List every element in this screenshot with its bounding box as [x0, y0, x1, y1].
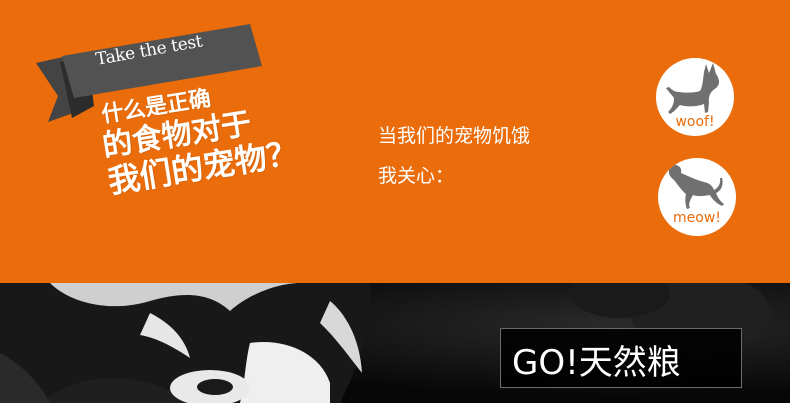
meow-label: meow!	[673, 210, 721, 226]
body-text: 当我们的宠物饥饿 我关心：	[378, 116, 530, 196]
dog-silhouette-icon	[666, 63, 720, 114]
body-line-2: 我关心：	[378, 165, 455, 187]
meow-badge: meow!	[658, 158, 736, 236]
body-line-1: 当我们的宠物饥饿	[378, 125, 531, 147]
brand-title-box: GO!天然粮	[500, 328, 742, 388]
cat-silhouette-icon	[668, 161, 724, 209]
woof-label: woof!	[675, 114, 715, 130]
brand-title: GO!天然粮	[512, 343, 681, 383]
husky-photo	[0, 283, 790, 403]
woof-badge: woof!	[656, 58, 734, 136]
ribbon-banner	[36, 24, 262, 122]
orange-banner: Take the test 什么是正确 的食物对于 我们的宠物？ 当我们的宠物饥…	[0, 0, 790, 283]
photo-section: GO!天然粮	[0, 283, 790, 403]
